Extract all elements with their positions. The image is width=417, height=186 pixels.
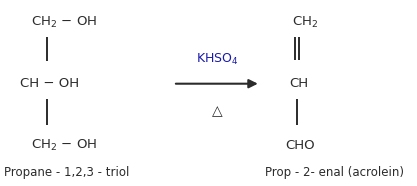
Text: CH$_2$ − OH: CH$_2$ − OH	[31, 137, 98, 153]
Text: CH − OH: CH − OH	[20, 77, 79, 90]
Text: Propane - 1,2,3 - triol: Propane - 1,2,3 - triol	[4, 166, 130, 179]
Text: CH: CH	[289, 77, 308, 90]
Text: Prop - 2- enal (acrolein): Prop - 2- enal (acrolein)	[265, 166, 404, 179]
Text: △: △	[211, 105, 222, 119]
Text: CH$_2$ − OH: CH$_2$ − OH	[31, 15, 98, 30]
Text: CH$_2$: CH$_2$	[292, 15, 318, 30]
Text: CHO: CHO	[286, 139, 315, 152]
Text: KHSO$_4$: KHSO$_4$	[196, 52, 238, 67]
